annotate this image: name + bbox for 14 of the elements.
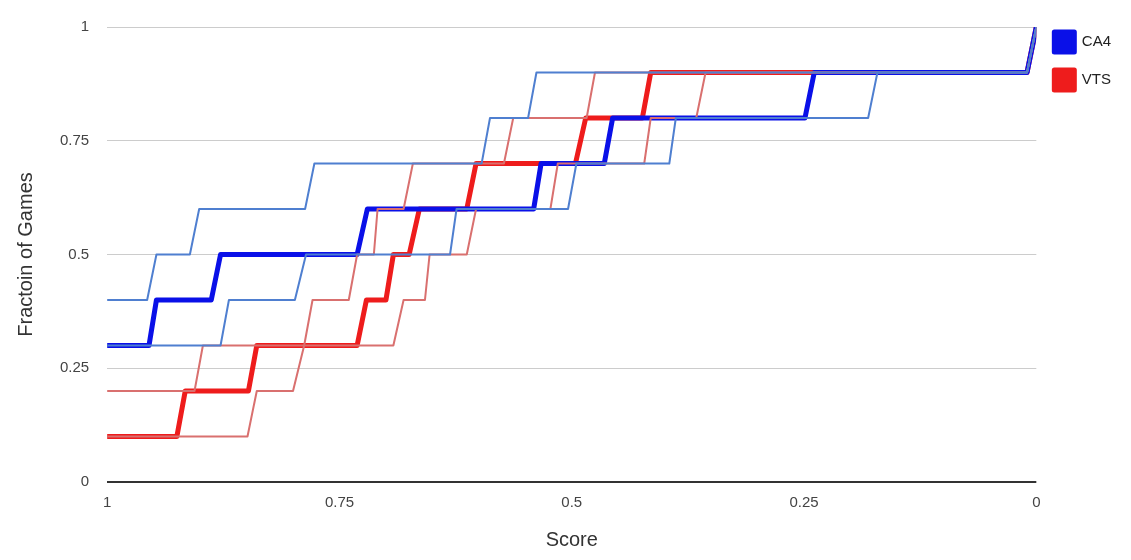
y-tick-label: 0.75: [59, 130, 90, 148]
y-tick-label: 1: [80, 17, 90, 35]
legend-label: CA4: [1081, 32, 1112, 50]
x-tick-label: 0: [1032, 493, 1041, 511]
y-tick-label: 0.25: [59, 358, 90, 376]
x-tick-label: 1: [103, 493, 112, 511]
x-axis-title: Score: [545, 527, 598, 550]
y-axis-title: Fractoin of Games: [13, 172, 36, 337]
x-tick-label: 0.5: [561, 493, 583, 511]
x-tick-label: 0.75: [324, 493, 355, 511]
x-tick-label: 0.25: [789, 493, 819, 511]
y-tick-label: 0.5: [68, 244, 90, 262]
y-tick-label: 0: [80, 472, 90, 490]
legend-label: VTS: [1081, 70, 1112, 88]
